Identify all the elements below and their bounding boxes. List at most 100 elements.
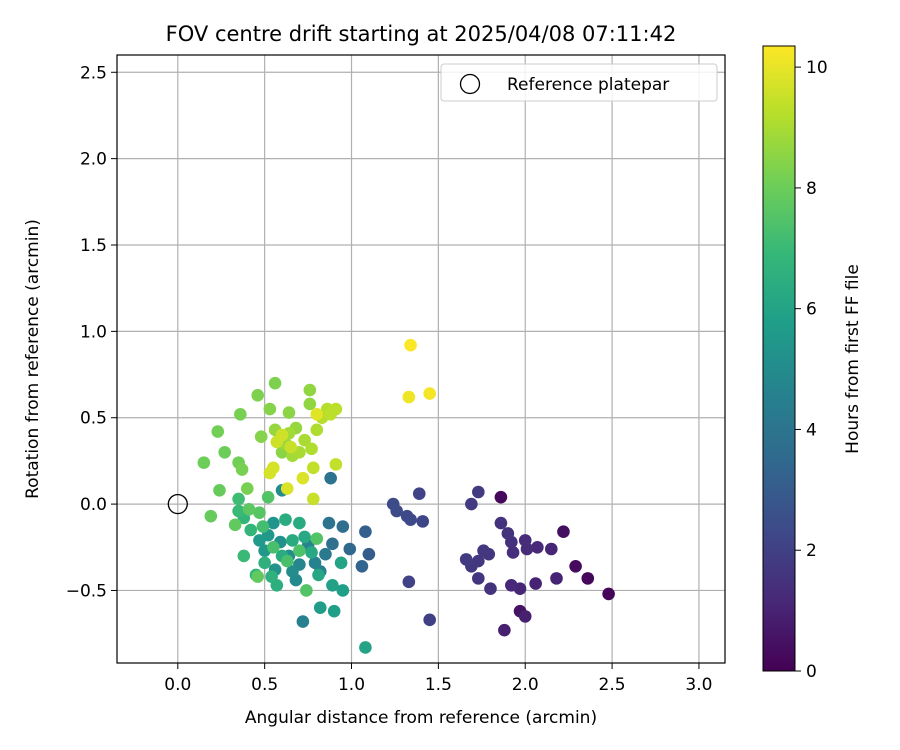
data-point — [459, 553, 473, 566]
data-point — [319, 547, 332, 561]
data-point — [263, 402, 277, 416]
data-point — [296, 615, 310, 628]
data-point — [237, 549, 251, 563]
colorbar-ticks: 0 2 4 6 8 10 — [795, 58, 828, 682]
data-point — [286, 534, 299, 547]
data-point — [506, 546, 520, 559]
data-point — [213, 483, 226, 497]
data-point — [267, 516, 280, 530]
x-tick-label: 1.5 — [425, 675, 452, 695]
y-tick-label: 2.5 — [80, 63, 107, 83]
data-point — [298, 530, 311, 544]
x-tick-label: 0.0 — [164, 675, 191, 695]
data-point — [258, 556, 271, 570]
data-points — [197, 338, 615, 654]
data-point — [253, 534, 266, 547]
data-point — [550, 572, 563, 585]
plot-frame — [116, 54, 726, 664]
data-point — [234, 407, 247, 421]
data-point — [327, 604, 341, 618]
data-point — [310, 407, 324, 421]
data-point — [386, 497, 400, 511]
y-axis-ticks: −0.5 0.0 0.5 1.0 1.5 2.0 2.5 — [66, 63, 117, 601]
data-point — [324, 407, 337, 421]
grid — [117, 55, 725, 663]
data-point — [306, 492, 320, 506]
data-point — [518, 610, 532, 623]
data-point — [305, 442, 318, 456]
legend-label: Reference platepar — [507, 75, 669, 95]
data-point — [261, 490, 275, 504]
data-point — [293, 516, 306, 530]
data-point — [211, 425, 225, 438]
data-point — [286, 565, 299, 578]
data-point — [305, 546, 318, 559]
x-tick-label: 3.0 — [685, 675, 712, 695]
x-tick-label: 2.0 — [512, 675, 539, 695]
data-point — [253, 506, 266, 520]
data-point — [402, 390, 416, 404]
data-point — [329, 458, 343, 471]
data-point — [298, 433, 311, 447]
y-tick-label: 1.5 — [80, 236, 107, 256]
x-tick-label: 2.5 — [599, 675, 626, 695]
colorbar-label: Hours from first FF file — [843, 264, 863, 454]
data-point — [602, 587, 615, 601]
reference-platepar-group — [167, 493, 188, 515]
data-point — [416, 515, 430, 528]
y-tick-label: 1.0 — [80, 322, 107, 342]
y-tick-label: 0.0 — [80, 495, 107, 515]
colorbar-tick-label: 4 — [806, 420, 817, 440]
legend-box — [440, 63, 718, 102]
data-point — [197, 456, 211, 469]
data-point — [400, 509, 414, 523]
y-tick-label: −0.5 — [66, 581, 107, 601]
data-point — [263, 466, 277, 480]
data-point — [268, 376, 282, 390]
y-axis-label: Rotation from reference (arcmin) — [23, 219, 43, 499]
data-point — [244, 523, 258, 537]
data-point — [306, 461, 320, 475]
data-point — [531, 540, 544, 554]
data-point — [518, 534, 532, 547]
data-point — [204, 509, 218, 523]
data-point — [472, 572, 485, 585]
data-point — [326, 537, 339, 551]
data-point — [251, 388, 265, 402]
data-point — [465, 497, 478, 511]
legend-marker-icon — [459, 73, 481, 95]
colorbar-tick-label: 10 — [806, 58, 828, 78]
data-point — [402, 575, 416, 589]
data-point — [404, 338, 417, 352]
data-point — [569, 559, 582, 573]
data-point — [303, 383, 317, 397]
y-tick-label: 0.5 — [80, 409, 107, 429]
colorbar-gradient — [762, 45, 796, 672]
data-point — [501, 527, 515, 540]
data-point — [477, 544, 490, 558]
data-point — [256, 520, 270, 533]
data-point — [494, 490, 508, 504]
x-axis-label: Angular distance from reference (arcmin) — [245, 708, 597, 728]
data-point — [235, 463, 249, 476]
data-point — [312, 568, 325, 582]
data-point — [581, 572, 595, 585]
data-point — [326, 578, 339, 592]
data-point — [300, 584, 313, 597]
x-axis-ticks: 0.0 0.5 1.0 1.5 2.0 2.5 3.0 — [164, 663, 712, 695]
data-point — [324, 471, 337, 485]
data-point — [280, 482, 294, 495]
colorbar-tick-label: 6 — [806, 300, 817, 320]
data-point — [359, 641, 372, 654]
data-point — [355, 559, 369, 573]
data-point — [544, 542, 558, 556]
data-point — [280, 554, 294, 568]
data-point — [494, 516, 508, 530]
data-point — [267, 540, 280, 554]
data-point — [343, 542, 357, 556]
data-point — [310, 532, 324, 545]
data-point — [313, 601, 327, 615]
data-point — [423, 387, 436, 400]
legend: Reference platepar — [440, 63, 718, 102]
